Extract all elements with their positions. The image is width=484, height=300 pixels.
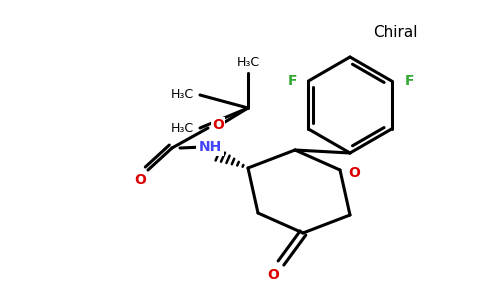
Text: H₃C: H₃C bbox=[237, 56, 259, 70]
Text: N: N bbox=[210, 141, 222, 155]
Text: NH: NH bbox=[198, 140, 222, 154]
Text: F: F bbox=[405, 74, 414, 88]
Text: F: F bbox=[287, 74, 297, 88]
Text: H₃C: H₃C bbox=[170, 122, 194, 134]
Text: H₃C: H₃C bbox=[170, 88, 194, 101]
Text: O: O bbox=[348, 166, 360, 180]
Text: H: H bbox=[202, 141, 214, 155]
Text: O: O bbox=[134, 173, 146, 187]
Text: O: O bbox=[267, 268, 279, 282]
Text: Chiral: Chiral bbox=[373, 25, 417, 40]
Text: O: O bbox=[212, 118, 224, 132]
